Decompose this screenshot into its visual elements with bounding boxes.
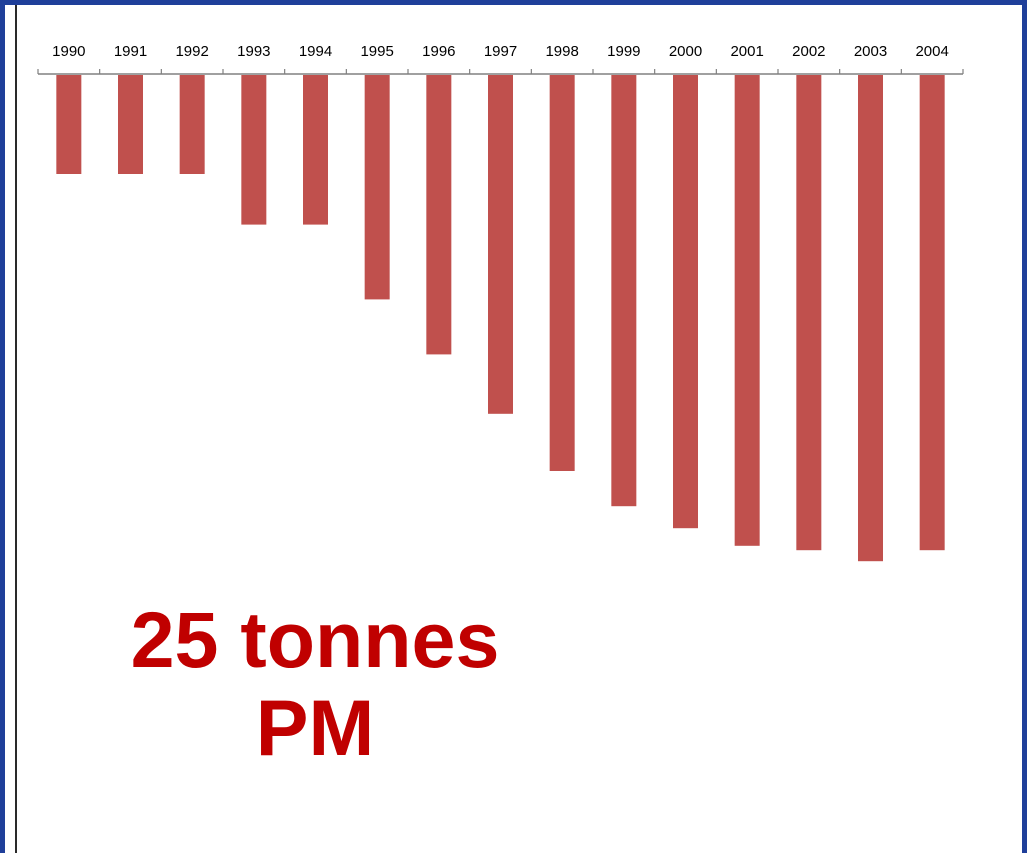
x-tick-label: 1997 [484,43,517,60]
x-tick-label: 1993 [237,43,270,60]
bar-1991 [118,75,143,174]
x-tick-label: 1998 [545,43,578,60]
x-tick-label: 2000 [669,43,702,60]
left-gutter [5,5,17,853]
bar-1993 [241,75,267,225]
bar-2001 [734,75,760,546]
annotation-line-2: PM [255,683,375,772]
x-tick-label: 1991 [114,43,147,60]
bar-1997 [488,75,513,414]
bars-group [56,75,945,562]
bar-1996 [426,75,452,355]
annotation-label: 25 tonnes PM [80,596,550,772]
bar-1990 [56,75,82,174]
x-tick-label: 1994 [299,43,332,60]
x-tick-label: 2004 [915,43,948,60]
x-tick-label: 1995 [360,43,393,60]
x-tick-label: 2003 [854,43,887,60]
x-axis-tick-labels: 1990 1991 1992 1993 1994 1995 1996 1997 1998 1999… [52,43,949,60]
x-axis-ticks [37,69,964,74]
bar-1995 [364,75,390,300]
x-tick-label: 2001 [730,43,763,60]
bar-1992 [179,75,205,174]
bar-2002 [796,75,822,551]
bar-2003 [858,75,883,562]
x-tick-label: 1990 [52,43,85,60]
annotation-line-1: 25 tonnes [130,595,500,684]
bar-1994 [303,75,328,225]
x-tick-label: 1999 [607,43,640,60]
x-tick-label: 2002 [792,43,825,60]
bar-1998 [549,75,575,471]
bar-2004 [919,75,945,551]
bar-2000 [673,75,698,529]
x-tick-label: 1996 [422,43,455,60]
x-tick-label: 1992 [175,43,208,60]
bar-1999 [611,75,637,507]
